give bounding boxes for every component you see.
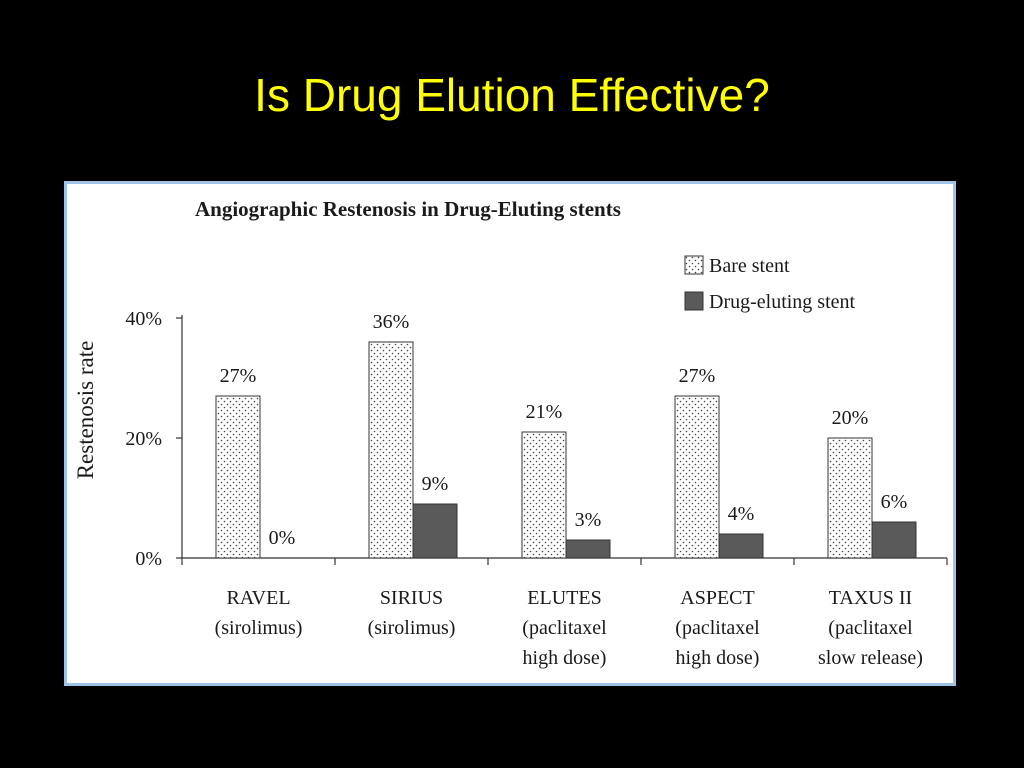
drug-eluting-bar — [871, 521, 917, 559]
bare-stent-bar — [215, 395, 261, 559]
drug-eluting-bar — [565, 539, 611, 559]
legend-label-drug: Drug-eluting stent — [709, 291, 856, 313]
category-label: RAVEL — [226, 587, 290, 609]
y-axis-label: Restenosis rate — [73, 341, 98, 480]
category-label: (paclitaxel — [522, 617, 607, 639]
chart-title: Angiographic Restenosis in Drug-Eluting … — [195, 197, 621, 221]
drug-eluting-bar — [412, 503, 458, 559]
bars: 27% 0% 36% 9% 21% 3% 27% 4% 20% 6% — [215, 311, 917, 559]
category-label: (sirolimus) — [368, 617, 456, 639]
category-label: (paclitaxel — [828, 617, 913, 639]
bare-stent-value-label: 36% — [373, 311, 410, 333]
legend-label-bare: Bare stent — [709, 255, 790, 277]
drug-eluting-value-label: 6% — [881, 491, 908, 513]
drug-eluting-value-label: 3% — [575, 509, 602, 531]
bar-chart: Angiographic Restenosis in Drug-Eluting … — [73, 197, 948, 669]
category-label: (sirolimus) — [215, 617, 303, 639]
category-label: ASPECT — [680, 587, 754, 609]
legend-swatch-drug — [684, 291, 704, 311]
category-label: slow release) — [818, 647, 923, 669]
drug-eluting-value-label: 0% — [269, 527, 296, 549]
bare-stent-value-label: 27% — [679, 365, 716, 387]
bare-stent-bar — [674, 395, 720, 559]
axes: 0% 20% 40% — [125, 308, 948, 570]
bare-stent-value-label: 27% — [220, 365, 257, 387]
category-label: (paclitaxel — [675, 617, 760, 639]
category-label: TAXUS II — [829, 587, 912, 609]
category-label: high dose) — [523, 647, 607, 669]
bare-stent-bar — [827, 437, 873, 559]
bare-stent-value-label: 21% — [526, 401, 563, 423]
bare-stent-bar — [521, 431, 567, 559]
chart-figure: Angiographic Restenosis in Drug-Eluting … — [64, 181, 956, 686]
category-label: ELUTES — [527, 587, 601, 609]
y-tick-label: 0% — [135, 548, 162, 570]
bare-stent-bar — [368, 341, 414, 559]
category-label: high dose) — [676, 647, 760, 669]
legend: Bare stent Drug-eluting stent — [684, 255, 856, 313]
bare-stent-value-label: 20% — [832, 407, 869, 429]
slide-title: Is Drug Elution Effective? — [254, 69, 770, 121]
category-label: SIRIUS — [380, 587, 443, 609]
y-tick-label: 20% — [125, 428, 162, 450]
drug-eluting-bar — [718, 533, 764, 559]
category-labels: RAVEL (sirolimus) SIRIUS (sirolimus) ELUTES (… — [215, 587, 923, 669]
drug-eluting-value-label: 4% — [728, 503, 755, 525]
y-tick-label: 40% — [125, 308, 162, 330]
drug-eluting-value-label: 9% — [422, 473, 449, 495]
legend-swatch-bare — [684, 255, 704, 275]
